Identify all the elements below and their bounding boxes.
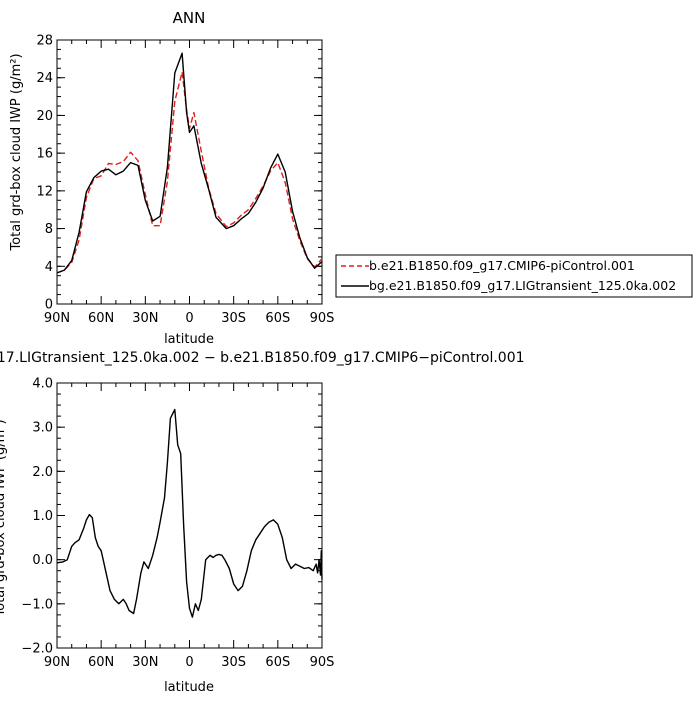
top-y-axis-label: Total grd-box cloud IWP (g/m²) [9,53,24,251]
top-y-tick-label: 0 [45,298,53,313]
top-x-tick-label: 30N [132,311,158,326]
legend-label-piControl: b.e21.B1850.f09_g17.CMIP6-piControl.001 [369,258,635,273]
top-x-axis-label: latitude [164,332,214,347]
legend-label-LIGtransient: bg.e21.B1850.f09_g17.LIGtransient_125.0k… [369,278,676,293]
top-y-tick-label: 20 [36,109,53,124]
bottom-x-tick-label: 60N [88,655,114,670]
top-y-tick-label: 24 [36,71,53,86]
legend-box [335,254,693,298]
top-chart-title: ANN [173,9,206,27]
bottom-y-tick-label: 2.0 [32,465,53,480]
bottom-x-tick-label: 0 [185,655,193,670]
top-x-tick-label: 30S [221,311,246,326]
top-plot-frame [56,39,323,305]
top-x-tick-label: 0 [185,311,193,326]
top-y-tick-label: 28 [36,34,53,49]
bottom-x-tick-label: 30S [221,655,246,670]
top-series-line-0 [56,71,323,274]
bottom-x-tick-label: 30N [132,655,158,670]
bottom-y-tick-label: 0.0 [32,553,53,568]
top-x-tick-label: 60S [265,311,290,326]
bottom-y-tick-label: −2.0 [21,642,53,657]
legend: b.e21.B1850.f09_g17.CMIP6-piControl.001 … [335,254,693,298]
top-x-tick-label: 90N [44,311,70,326]
top-panel: 90N 60N 30N 0 30S 60S 90S 0 4 8 12 16 20 24 28 [36,34,334,327]
bottom-y-tick-label: 1.0 [32,509,53,524]
bottom-chart-title: bg.e21.B1850.f09_g17.LIGtransient_125.0k… [0,350,525,366]
bottom-y-axis-label: Total grd-box cloud IWP (g/m²) [0,419,8,617]
bottom-x-tick-label: 90N [44,655,70,670]
top-y-tick-label: 16 [36,147,53,162]
top-x-tick-label: 60N [88,311,114,326]
bottom-y-tick-label: −1.0 [21,597,53,612]
top-y-tick-label: 4 [45,260,53,275]
top-x-tick-label: 90S [310,311,335,326]
top-y-tick-label: 8 [45,222,53,237]
top-series-line-1 [56,52,323,274]
bottom-series-line-0 [56,408,323,618]
bottom-y-tick-label: 3.0 [32,421,53,436]
top-y-tick-label: 12 [36,184,53,199]
bottom-x-tick-label: 90S [310,655,335,670]
bottom-x-tick-label: 60S [265,655,290,670]
bottom-x-axis-label: latitude [164,680,214,695]
bottom-panel: 90N 60N 30N 0 30S 60S 90S −2.0 −1.0 0.0 1.0 2.0 3.0 4… [21,377,334,671]
bottom-y-tick-label: 4.0 [32,377,53,392]
